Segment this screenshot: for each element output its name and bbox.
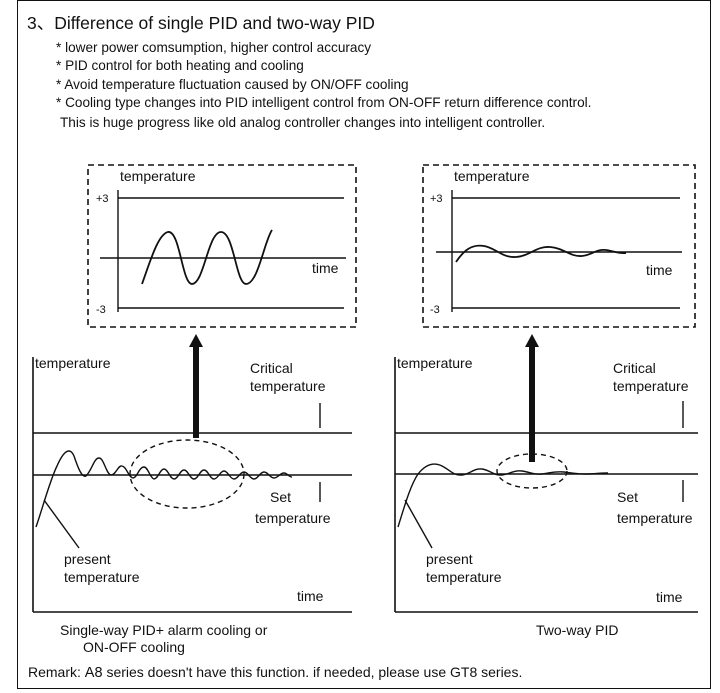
right-zoom-curve bbox=[455, 244, 627, 263]
right-zoom-minus-label: -3 bbox=[430, 304, 440, 316]
right-main-chart bbox=[394, 357, 698, 613]
right-caption: Two-way PID bbox=[536, 622, 618, 638]
left-present-label-1: present bbox=[64, 551, 111, 567]
left-present-label-2: temperature bbox=[64, 569, 140, 585]
left-zoom-minus-label: -3 bbox=[96, 304, 106, 316]
left-zoom-plus-label: +3 bbox=[96, 193, 109, 205]
right-zoom-xlabel: time bbox=[646, 262, 673, 278]
left-caption-2: ON-OFF cooling bbox=[83, 639, 185, 655]
section-title: 3、Difference of single PID and two-way P… bbox=[27, 13, 375, 33]
right-critical-label-1: Critical bbox=[613, 360, 656, 376]
right-set-label-1: Set bbox=[617, 489, 638, 505]
left-set-label-1: Set bbox=[270, 489, 291, 505]
right-zoom-box bbox=[422, 164, 696, 328]
left-zoom-curve bbox=[141, 229, 273, 285]
right-set-label-2: temperature bbox=[617, 510, 693, 526]
remark-line: Remark: A8 series doesn't have this func… bbox=[28, 664, 522, 681]
content-frame bbox=[17, 0, 711, 689]
bullet-list: * lower power comsumption, higher contro… bbox=[56, 39, 591, 132]
left-zoom-xlabel: time bbox=[312, 260, 339, 276]
left-critical-label-1: Critical bbox=[250, 360, 293, 376]
right-zoom-ylabel: temperature bbox=[454, 168, 530, 184]
left-set-label-2: temperature bbox=[255, 510, 331, 526]
right-zoom-plus-label: +3 bbox=[430, 193, 443, 205]
remark-text: series doesn't have this function. if ne… bbox=[106, 664, 523, 680]
remark-prefix: Remark: bbox=[28, 664, 81, 680]
right-present-label-2: temperature bbox=[426, 569, 502, 585]
left-zoom-ylabel: temperature bbox=[120, 168, 196, 184]
left-xlabel: time bbox=[297, 588, 324, 604]
remark-model: A8 bbox=[84, 665, 103, 681]
bullet-item: * Cooling type changes into PID intellig… bbox=[56, 94, 592, 110]
left-ylabel: temperature bbox=[35, 355, 111, 371]
left-critical-label-2: temperature bbox=[250, 378, 326, 394]
bullet-item: This is huge progress like old analog co… bbox=[60, 115, 546, 131]
left-caption-1: Single-way PID+ alarm cooling or bbox=[60, 622, 268, 638]
bullet-item: * lower power comsumption, higher contro… bbox=[56, 40, 372, 55]
right-response-curve bbox=[397, 463, 609, 528]
bullet-item: * Avoid temperature fluctuation caused b… bbox=[56, 76, 409, 92]
right-arrow bbox=[525, 334, 539, 462]
right-ylabel: temperature bbox=[397, 355, 473, 371]
left-response-curve bbox=[35, 450, 293, 528]
right-critical-label-2: temperature bbox=[613, 378, 689, 394]
left-main-chart bbox=[32, 357, 352, 613]
left-zoom-box bbox=[87, 164, 357, 328]
bullet-item: * PID control for both heating and cooli… bbox=[56, 58, 304, 74]
left-arrow bbox=[189, 334, 203, 438]
right-xlabel: time bbox=[656, 589, 683, 605]
right-present-label-1: present bbox=[426, 551, 473, 567]
